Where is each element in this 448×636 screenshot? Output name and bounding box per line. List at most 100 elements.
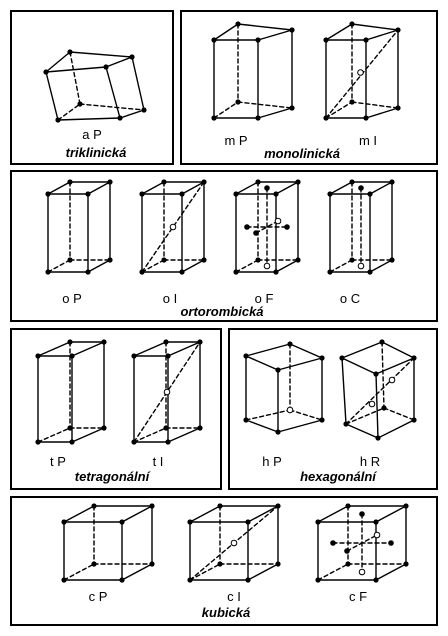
- edge: [181, 259, 205, 273]
- hidden-edge: [79, 103, 145, 111]
- edge: [69, 51, 133, 58]
- lattice-point: [315, 577, 321, 583]
- lattice-point: [35, 353, 41, 359]
- edge: [245, 343, 291, 357]
- hidden-edge: [383, 407, 415, 421]
- lattice-point: [255, 257, 261, 263]
- body-center-point: [163, 388, 171, 396]
- label-cI: c I: [227, 589, 241, 604]
- panel-cubic: [10, 496, 438, 626]
- lattice-point: [373, 519, 379, 525]
- lattice-point: [375, 435, 381, 441]
- edge: [133, 341, 167, 357]
- edge: [131, 56, 145, 111]
- edge: [245, 419, 279, 433]
- lattice-point: [67, 179, 73, 185]
- edge: [345, 423, 379, 439]
- label-aP: a P: [82, 127, 102, 142]
- lattice-point: [149, 561, 155, 567]
- lattice-point: [327, 269, 333, 275]
- edge: [167, 427, 201, 443]
- body-center-point: [230, 539, 238, 547]
- lattice-point: [339, 355, 345, 361]
- edge: [365, 29, 399, 41]
- lattice-point: [187, 519, 193, 525]
- lattice-point: [287, 341, 293, 347]
- label-oI: o I: [162, 291, 178, 306]
- system-monoclinic: monolinická: [264, 146, 340, 161]
- edge: [375, 563, 407, 581]
- hidden-edge: [381, 341, 385, 409]
- lattice-point: [201, 257, 207, 263]
- lattice-point: [197, 425, 203, 431]
- lattice-point: [275, 429, 281, 435]
- lattice-point: [243, 353, 249, 359]
- lattice-point: [367, 269, 373, 275]
- edge: [37, 341, 71, 357]
- edge: [277, 419, 323, 433]
- system-tetragonal: tetragonální: [74, 469, 150, 484]
- edge: [119, 109, 145, 119]
- edge: [275, 181, 299, 195]
- face-center-point: [274, 217, 282, 225]
- edge: [247, 505, 279, 523]
- lattice-point: [85, 191, 91, 197]
- hidden-edge: [213, 101, 239, 119]
- lattice-point: [255, 115, 261, 121]
- label-oP: o P: [62, 291, 82, 306]
- system-orthorhombic: ortorombická: [180, 304, 264, 319]
- lattice-point: [161, 179, 167, 185]
- edge: [181, 181, 205, 195]
- label-tP: t P: [50, 454, 66, 469]
- hidden-edge: [245, 409, 291, 421]
- edge: [47, 181, 71, 195]
- lattice-point: [345, 561, 351, 567]
- hidden-edge: [133, 427, 167, 443]
- lattice-point: [315, 519, 321, 525]
- lattice-point: [141, 107, 147, 113]
- lattice-point: [349, 21, 355, 27]
- edge: [213, 23, 239, 41]
- lattice-point: [101, 425, 107, 431]
- lattice-point: [367, 191, 373, 197]
- lattice-point: [319, 417, 325, 423]
- edge: [289, 343, 323, 359]
- system-hexagonal: hexagonální: [300, 469, 376, 484]
- system-cubic: kubická: [201, 605, 251, 620]
- face-center-point: [373, 531, 381, 539]
- face-center-point: [253, 230, 259, 236]
- body-diagonal: [141, 181, 205, 273]
- panel-monoclinic: [180, 10, 438, 165]
- edge: [63, 505, 95, 523]
- hidden-edge: [351, 101, 399, 109]
- lattice-point: [69, 353, 75, 359]
- panel-tetragonal: [10, 328, 222, 490]
- hidden-edge: [317, 563, 349, 581]
- centering-point: [388, 376, 396, 384]
- edge: [105, 56, 133, 68]
- lattice-point: [163, 339, 169, 345]
- lattice-point: [217, 561, 223, 567]
- rhombohedral-diagonal: [345, 357, 415, 425]
- edge: [235, 181, 259, 195]
- lattice-point: [275, 561, 281, 567]
- edge: [45, 66, 107, 73]
- hidden-edge: [235, 259, 259, 273]
- edge: [257, 29, 293, 41]
- lattice-point: [211, 115, 217, 121]
- edge: [189, 505, 221, 523]
- face-center-point: [264, 185, 270, 191]
- lattice-point: [323, 37, 329, 43]
- hidden-edge: [189, 563, 221, 581]
- lattice-point: [275, 367, 281, 373]
- lattice-point: [345, 503, 351, 509]
- lattice-point: [55, 117, 61, 123]
- lattice-point: [327, 191, 333, 197]
